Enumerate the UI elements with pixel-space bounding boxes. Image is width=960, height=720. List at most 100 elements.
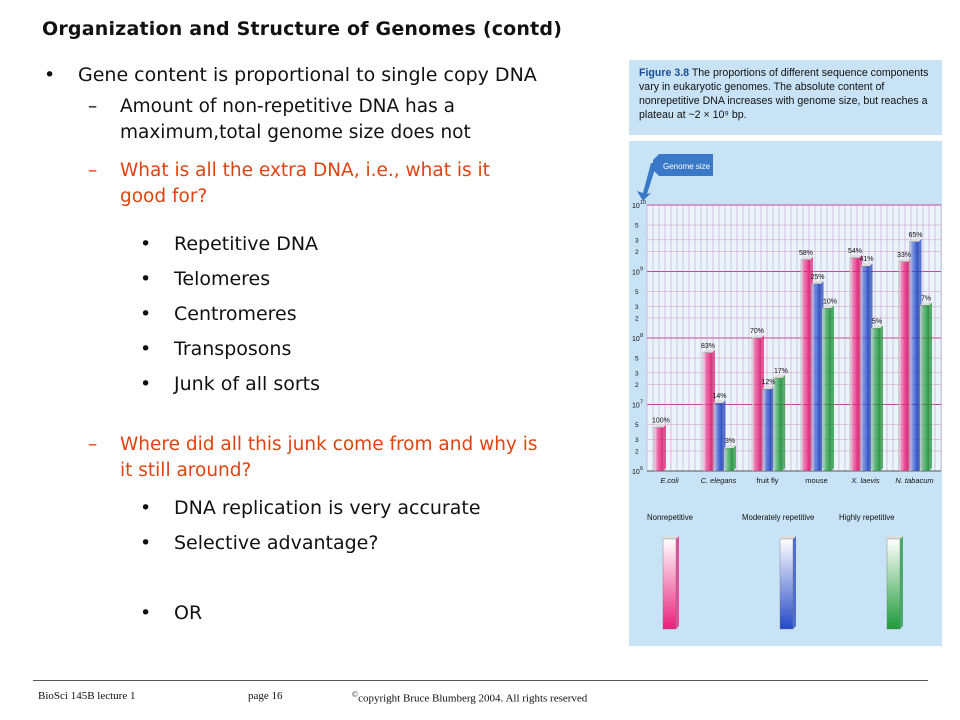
bar xyxy=(751,337,762,472)
bar-data-label: 7% xyxy=(921,295,931,302)
bar xyxy=(821,308,832,472)
legend-label: Moderately repetitive xyxy=(742,513,814,522)
bar xyxy=(723,448,734,472)
y-tick-label: 10 xyxy=(632,403,640,410)
legend-swatch-top xyxy=(887,536,903,539)
bar xyxy=(800,259,811,472)
bar-data-label: 14% xyxy=(713,393,727,400)
genome-size-arrow xyxy=(653,154,713,176)
bullet-glyph: • xyxy=(140,303,152,325)
x-category-label: C. elegans xyxy=(701,476,737,485)
bar-side xyxy=(880,325,883,471)
bar-data-label: 58% xyxy=(799,250,813,257)
sub-point-line: maximum,total genome size does not xyxy=(120,122,471,143)
y-tick-label: 10 xyxy=(632,336,640,343)
dash-glyph: – xyxy=(88,434,98,455)
bar-top xyxy=(899,258,911,262)
bar xyxy=(860,266,870,472)
sub-point-line: Amount of non-repetitive DNA has a xyxy=(120,96,455,117)
legend-swatch-side xyxy=(793,536,796,629)
y-tick-exponent: 9 xyxy=(640,267,643,273)
footer-copyright: ©copyright Bruce Blumberg 2004. All righ… xyxy=(352,690,587,705)
footer-rule xyxy=(33,680,928,681)
genome-size-annotation: Genome size xyxy=(663,162,711,171)
genome-size-pointer xyxy=(637,163,657,201)
bar-data-label: 3% xyxy=(725,438,735,445)
bar-top xyxy=(850,254,862,258)
y-tick-exponent: 7 xyxy=(640,400,643,406)
bar-data-label: 25% xyxy=(811,274,825,281)
bullet-glyph: • xyxy=(140,373,152,395)
bullet-glyph: • xyxy=(140,338,152,360)
legend-label: Nonrepetitive xyxy=(647,513,693,522)
copyright-symbol: © xyxy=(352,690,359,699)
bar-data-label: 41% xyxy=(860,256,874,263)
bar xyxy=(653,427,664,472)
legend-swatch-side xyxy=(900,536,903,629)
bar xyxy=(849,257,860,472)
y-tick-exponent: 8 xyxy=(640,333,643,339)
y-tick-label: 10 xyxy=(632,270,640,277)
legend-label: Highly repetitive xyxy=(839,513,894,522)
dash-glyph: – xyxy=(88,96,98,117)
figure-caption: Figure 3.8 The proportions of different … xyxy=(639,66,935,122)
x-category-label: E.coli xyxy=(660,476,679,485)
bar-top xyxy=(909,238,922,242)
sub-point-line: Where did all this junk come from and wh… xyxy=(120,434,538,455)
y-tick-label: 10 xyxy=(632,469,640,476)
bar-top xyxy=(811,280,824,284)
bar xyxy=(898,261,909,472)
bar-side xyxy=(733,445,736,471)
bar-top xyxy=(752,335,764,338)
figure-caption-panel: Figure 3.8 The proportions of different … xyxy=(629,60,942,135)
bar-top xyxy=(773,375,785,379)
bar xyxy=(772,377,783,472)
figure-caption-text: The proportions of different sequence co… xyxy=(639,67,929,121)
bar-side xyxy=(663,424,666,471)
bar xyxy=(919,305,930,472)
y-tick-label: 2 xyxy=(635,249,639,256)
legend-swatch-top xyxy=(780,536,796,539)
slide-title: Organization and Structure of Genomes (c… xyxy=(42,18,563,40)
y-tick-label: 5 xyxy=(635,223,639,230)
bar-data-label: 83% xyxy=(701,343,715,350)
x-category-label: fruit fly xyxy=(756,476,778,485)
bar-data-label: 17% xyxy=(774,368,788,375)
bar xyxy=(811,283,821,472)
bullet-glyph: • xyxy=(140,602,152,624)
y-tick-label: 10 xyxy=(632,203,640,210)
bar-top xyxy=(762,386,775,390)
footer-page: page 16 xyxy=(248,690,283,702)
main-bullet-text: Gene content is proportional to single c… xyxy=(78,64,537,86)
bar xyxy=(713,402,723,472)
legend-swatch-side xyxy=(676,536,679,629)
bar-data-label: 100% xyxy=(652,418,670,425)
bar xyxy=(909,241,919,472)
dash-glyph: – xyxy=(88,160,98,181)
footer-copyright-text: copyright Bruce Blumberg 2004. All right… xyxy=(358,692,588,705)
x-category-label: X. laevis xyxy=(850,476,880,485)
bar-side xyxy=(831,305,834,471)
bar-top xyxy=(713,400,726,404)
x-category-label: mouse xyxy=(805,476,828,485)
figure-chart-panel: 10 10 5 3 2 10 9 5 3 2 10 8 5 3 2 10 7 5 3 2 10 6 100% E.coli 8… xyxy=(629,141,942,646)
bullet-glyph: • xyxy=(140,268,152,290)
bar-top xyxy=(822,305,834,309)
footer-course: BioSci 145B lecture 1 xyxy=(38,690,136,702)
bullet-glyph: • xyxy=(44,64,56,86)
bar-data-label: 12% xyxy=(762,379,776,386)
bar-top xyxy=(654,424,666,428)
bar-side xyxy=(929,302,932,471)
bar-data-label: 70% xyxy=(750,328,764,335)
legend-swatch-top xyxy=(663,536,679,539)
y-tick-label: 3 xyxy=(635,370,639,377)
bar-data-label: 33% xyxy=(897,252,911,259)
y-tick-label: 2 xyxy=(635,315,639,322)
sub-point-line: it still around? xyxy=(120,460,252,481)
bar-data-label: 65% xyxy=(909,232,923,239)
y-tick-label: 2 xyxy=(635,448,639,455)
bar xyxy=(870,328,881,472)
y-tick-label: 5 xyxy=(635,422,639,429)
bar-data-label: 54% xyxy=(848,248,862,255)
